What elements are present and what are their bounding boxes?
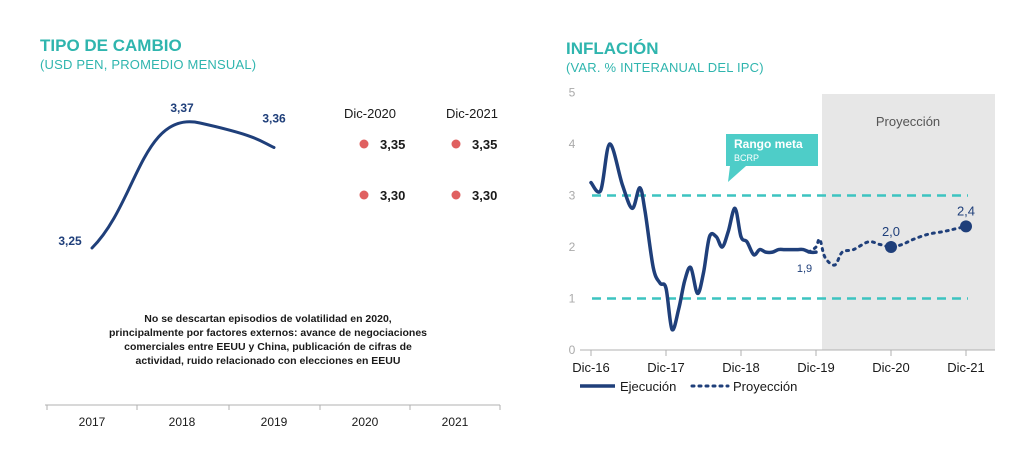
forecast-dot — [451, 139, 461, 149]
inflation-x-tick-label: Dic-21 — [947, 360, 985, 375]
volatility-note: No se descartan episodios de volatilidad… — [108, 313, 428, 367]
legend-projection: Proyección — [733, 379, 797, 394]
inflation-data-label: 2,4 — [957, 203, 975, 218]
fx-data-label: 3,25 — [58, 234, 82, 248]
forecast-value: 3,30 — [380, 188, 405, 203]
forecast-value: 3,35 — [380, 137, 405, 152]
inflation-y-tick-label: 2 — [569, 240, 576, 254]
execution-series-line — [589, 142, 818, 332]
forecast-value: 3,35 — [472, 137, 497, 152]
fx-x-tick-label: 2018 — [169, 415, 196, 429]
fx-title: TIPO DE CAMBIO — [40, 36, 182, 55]
inflation-x-tick-label: Dic-19 — [797, 360, 835, 375]
inflation-x-tick-label: Dic-20 — [872, 360, 910, 375]
inflation-title: INFLACIÓN — [566, 39, 659, 58]
inflation-data-label: 1,9 — [797, 263, 812, 275]
fx-x-tick-label: 2017 — [79, 415, 106, 429]
projection-label: Proyección — [876, 114, 940, 129]
fx-series-line — [90, 120, 276, 250]
callout-box — [726, 134, 818, 182]
forecast-value: 3,30 — [472, 188, 497, 203]
fx-data-label: 3,36 — [262, 112, 286, 126]
projection-marker — [885, 241, 897, 253]
inflation-y-tick-label: 5 — [569, 86, 576, 100]
fx-chart: 2017 2018 2019 2020 2021 3,25 3,37 3,36 Dic-20… — [45, 101, 501, 429]
inflation-y-tick-label: 4 — [569, 137, 576, 151]
inflation-chart: Proyección 0 1 2 3 4 5 Dic-16 Dic-17 Dic-18 Dic-… — [569, 86, 995, 394]
forecast-dot — [359, 139, 369, 149]
forecast-header-2021: Dic-2021 — [446, 106, 498, 121]
callout-subtitle: BCRP — [734, 153, 759, 163]
projection-series-line — [807, 224, 968, 267]
target-callout: Rango meta BCRP — [726, 134, 818, 182]
fx-data-label: 3,37 — [170, 101, 194, 115]
projection-marker — [960, 220, 972, 233]
inflation-x-tick-label: Dic-16 — [572, 360, 610, 375]
inflation-data-label: 2,0 — [882, 224, 900, 239]
fx-x-tick-label: 2020 — [352, 415, 379, 429]
callout-title: Rango meta — [734, 137, 803, 151]
inflation-y-tick-label: 3 — [569, 189, 576, 203]
legend-execution: Ejecución — [620, 379, 676, 394]
inflation-x-tick-label: Dic-18 — [722, 360, 760, 375]
fx-x-tick-label: 2021 — [442, 415, 469, 429]
inflation-subtitle: (VAR. % INTERANUAL DEL IPC) — [566, 60, 764, 75]
forecast-header-2020: Dic-2020 — [344, 106, 396, 121]
inflation-y-tick-label: 1 — [569, 292, 576, 306]
inflation-x-tick-label: Dic-17 — [647, 360, 685, 375]
fx-subtitle: (USD PEN, PROMEDIO MENSUAL) — [40, 57, 257, 72]
inflation-y-tick-label: 0 — [569, 343, 576, 357]
forecast-dot — [451, 190, 461, 200]
forecast-dot — [359, 190, 369, 200]
legend: Ejecución Proyección — [580, 379, 797, 394]
fx-x-tick-label: 2019 — [261, 415, 288, 429]
